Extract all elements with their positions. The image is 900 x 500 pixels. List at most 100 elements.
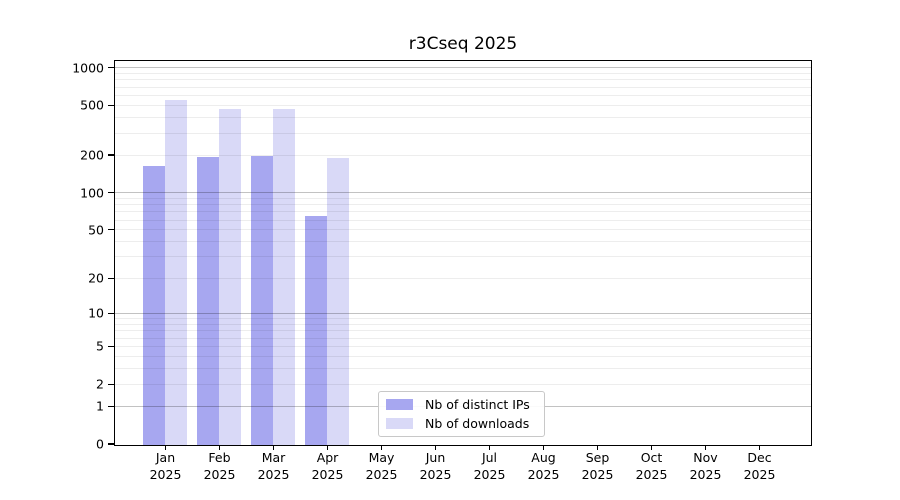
x-tick-month: Aug: [531, 450, 556, 465]
x-tick-month: Dec: [747, 450, 772, 465]
x-tick-year: 2025: [473, 466, 506, 482]
grid-line-minor: [114, 72, 811, 74]
grid-line-minor: [114, 277, 811, 279]
grid-line-minor: [114, 330, 811, 332]
y-tick-mark: [108, 154, 114, 156]
legend-item-distinct-ips: Nb of distinct IPs: [386, 397, 544, 413]
x-tick-label-sep: Sep 2025: [558, 450, 638, 483]
plot-inner: [114, 61, 811, 445]
x-tick-mark: [488, 445, 491, 450]
legend-swatch-downloads: [386, 418, 413, 429]
x-tick-year: 2025: [149, 466, 182, 482]
y-tick-label: 200: [80, 147, 104, 163]
grid-line-major: [114, 67, 811, 69]
bar-downloads-jan: [165, 99, 187, 445]
grid-line-minor: [114, 79, 811, 81]
x-tick-year: 2025: [419, 466, 452, 482]
chart-title: r3Cseq 2025: [408, 34, 518, 54]
x-tick-label-oct: Oct 2025: [612, 450, 692, 483]
grid-line-minor: [114, 94, 811, 96]
grid-line-major: [114, 192, 811, 194]
grid-line-minor: [114, 345, 811, 347]
x-tick-year: 2025: [203, 466, 236, 482]
grid-line-minor: [114, 367, 811, 369]
x-tick-month: Feb: [208, 450, 231, 465]
x-tick-label-nov: Nov 2025: [666, 450, 746, 483]
grid-line-major: [114, 312, 811, 314]
legend-label-downloads: Nb of downloads: [425, 415, 530, 431]
x-tick-month: Jan: [155, 450, 176, 465]
grid-line-minor: [114, 104, 811, 106]
plot-area: [113, 60, 812, 446]
x-tick-year: 2025: [743, 466, 776, 482]
y-tick-mark: [108, 229, 114, 231]
x-tick-month: Apr: [316, 450, 339, 465]
x-tick-label-mar: Mar 2025: [234, 450, 314, 483]
x-tick-year: 2025: [635, 466, 668, 482]
legend: Nb of distinct IPs Nb of downloads: [378, 391, 545, 437]
bar-downloads-apr: [327, 158, 349, 445]
grid-line-minor: [114, 86, 811, 88]
x-tick-month: May: [368, 450, 395, 465]
y-tick-mark: [108, 191, 114, 194]
y-tick-mark: [108, 345, 114, 348]
x-tick-mark: [758, 445, 761, 450]
grid-line-minor: [114, 204, 811, 206]
x-tick-mark: [434, 445, 437, 450]
grid-line-minor: [114, 154, 811, 156]
x-tick-month: Mar: [261, 450, 286, 465]
bar-ips-mar: [251, 155, 273, 445]
y-tick-mark: [108, 312, 114, 315]
grid-line-minor: [114, 211, 811, 213]
x-tick-label-dec: Dec 2025: [720, 450, 800, 483]
x-tick-year: 2025: [365, 466, 398, 482]
grid-line-minor: [114, 219, 811, 221]
x-tick-label-jun: Jun 2025: [396, 450, 476, 483]
y-tick-label: 100: [80, 185, 104, 201]
legend-item-downloads: Nb of downloads: [386, 416, 544, 432]
y-tick-mark: [108, 67, 114, 69]
y-tick-mark: [108, 277, 114, 279]
y-tick-mark: [108, 443, 114, 445]
x-tick-year: 2025: [257, 466, 290, 482]
x-tick-month: Jun: [425, 450, 446, 465]
y-tick-label: 1000: [72, 60, 104, 76]
x-tick-label-may: May 2025: [342, 450, 422, 483]
grid-line-minor: [114, 229, 811, 231]
bar-downloads-feb: [219, 109, 241, 445]
x-tick-month: Nov: [693, 450, 718, 465]
y-tick-label: 500: [80, 97, 104, 113]
grid-line-minor: [114, 132, 811, 134]
grid-line-minor: [114, 241, 811, 243]
legend-label-distinct-ips: Nb of distinct IPs: [425, 396, 530, 412]
y-tick-mark: [108, 405, 114, 407]
x-tick-month: Oct: [640, 450, 663, 465]
x-tick-year: 2025: [527, 466, 560, 482]
grid-line-minor: [114, 337, 811, 339]
y-tick-label: 20: [88, 270, 104, 286]
bar-ips-feb: [197, 157, 219, 445]
x-tick-mark: [272, 445, 275, 450]
x-tick-mark: [380, 445, 383, 450]
y-tick-label: 2: [96, 376, 104, 392]
x-tick-mark: [218, 445, 221, 450]
x-tick-year: 2025: [311, 466, 344, 482]
grid-line-minor: [114, 383, 811, 385]
x-tick-mark: [650, 445, 653, 450]
y-tick-label: 10: [88, 305, 104, 321]
y-tick-label: 5: [96, 338, 104, 354]
y-tick-mark: [108, 383, 114, 385]
bar-downloads-mar: [273, 109, 295, 445]
x-tick-year: 2025: [581, 466, 614, 482]
x-tick-label-feb: Feb 2025: [180, 450, 260, 483]
legend-swatch-distinct-ips: [386, 399, 413, 410]
y-tick-mark: [108, 104, 114, 107]
y-tick-label: 1: [96, 398, 104, 414]
x-tick-mark: [704, 445, 707, 450]
grid-line-minor: [114, 117, 811, 118]
x-tick-mark: [326, 445, 329, 450]
y-tick-label: 50: [88, 222, 104, 238]
x-tick-label-jul: Jul 2025: [450, 450, 530, 483]
x-tick-mark: [596, 445, 599, 450]
